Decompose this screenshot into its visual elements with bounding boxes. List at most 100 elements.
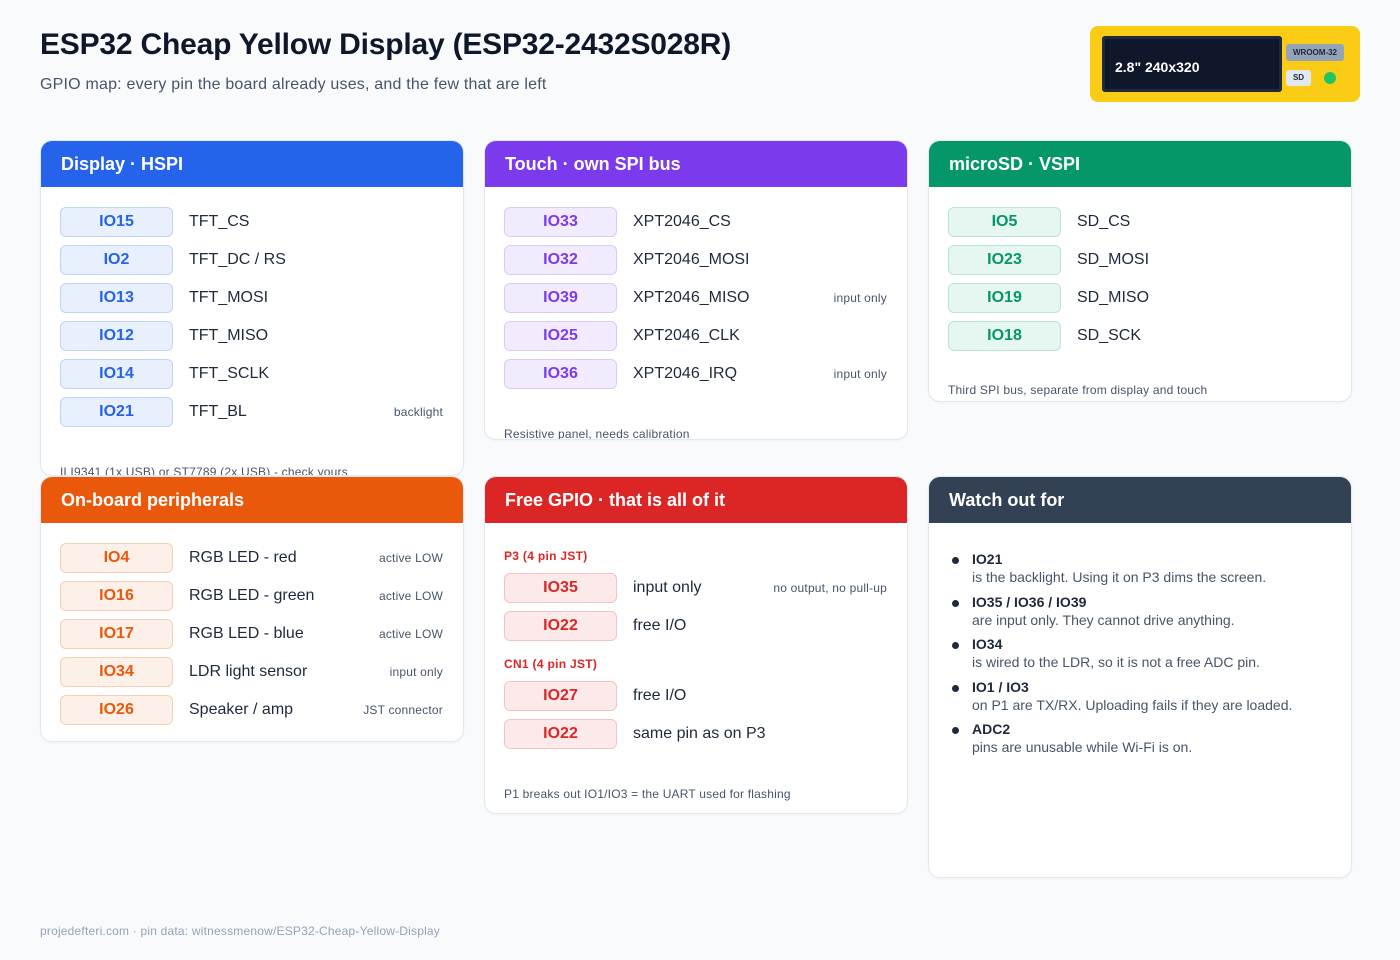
signal-name: LDR light sensor xyxy=(189,663,308,680)
pin-row: IO5 SD_CS xyxy=(948,203,1331,241)
pin-row: IO27 free I/O xyxy=(504,677,887,715)
warning-desc: is wired to the LDR, so it is not a free… xyxy=(972,654,1260,670)
list-item: IO21 is the backlight. Using it on P3 di… xyxy=(949,551,1331,588)
microsd-card-footer: Third SPI bus, separate from display and… xyxy=(948,383,1208,397)
signal-name: TFT_MOSI xyxy=(189,289,269,306)
pin-badge: IO22 xyxy=(504,611,617,641)
pin-note: backlight xyxy=(393,405,443,419)
signal-name: XPT2046_MOSI xyxy=(633,251,750,268)
microsd-card-title: microSD · VSPI xyxy=(929,141,1351,187)
free-gpio-card-footer: P1 breaks out IO1/IO3 = the UART used fo… xyxy=(504,787,791,801)
pin-note: active LOW xyxy=(378,627,443,641)
credits: projedefteri.com · pin data: witnessmeno… xyxy=(40,924,441,938)
pin-row: IO14 TFT_SCLK xyxy=(60,355,443,393)
pin-badge: IO13 xyxy=(60,283,173,313)
signal-name: TFT_MISO xyxy=(189,327,269,344)
signal-name: RGB LED - red xyxy=(189,549,297,566)
page-title: ESP32 Cheap Yellow Display (ESP32-2432S0… xyxy=(40,28,731,61)
pin-badge: IO5 xyxy=(948,207,1061,237)
pin-row: IO21 TFT_BL backlight xyxy=(60,393,443,431)
board-module-chip: WROOM-32 xyxy=(1286,44,1344,61)
pin-row: IO26 Speaker / amp JST connector xyxy=(60,691,443,729)
pin-row: IO12 TFT_MISO xyxy=(60,317,443,355)
connector-label-p3: P3 (4 pin JST) xyxy=(504,549,588,563)
warning-term: ADC2 xyxy=(972,721,1011,737)
display-card: Display · HSPI IO15 TFT_CS IO2 TFT_DC / RS… xyxy=(40,140,464,476)
watch-out-card: Watch out for IO21 is the backlight. Usi… xyxy=(928,476,1352,878)
free-gpio-card: Free GPIO · that is all of it P3 (4 pin … xyxy=(484,476,908,814)
page-header: ESP32 Cheap Yellow Display (ESP32-2432S0… xyxy=(40,28,731,94)
pin-badge: IO22 xyxy=(504,719,617,749)
pin-badge: IO16 xyxy=(60,581,173,611)
pin-row: IO22 free I/O xyxy=(504,607,887,645)
signal-name: SD_MISO xyxy=(1077,289,1150,306)
pin-row: IO32 XPT2046_MOSI xyxy=(504,241,887,279)
signal-name: same pin as on P3 xyxy=(633,725,766,742)
pin-badge: IO26 xyxy=(60,695,173,725)
touch-card-footer: Resistive panel, needs calibration xyxy=(504,427,690,440)
pin-row: IO23 SD_MOSI xyxy=(948,241,1331,279)
board-screen: 2.8" 240x320 xyxy=(1102,36,1282,92)
list-item: IO1 / IO3 on P1 are TX/RX. Uploading fai… xyxy=(949,679,1331,716)
signal-name: input only xyxy=(633,579,702,596)
free-gpio-card-title: Free GPIO · that is all of it xyxy=(485,477,907,523)
pin-row: IO17 RGB LED - blue active LOW xyxy=(60,615,443,653)
pin-badge: IO34 xyxy=(60,657,173,687)
pin-row: IO22 same pin as on P3 xyxy=(504,715,887,753)
pin-badge: IO32 xyxy=(504,245,617,275)
signal-name: TFT_DC / RS xyxy=(189,251,286,268)
warning-desc: is the backlight. Using it on P3 dims th… xyxy=(972,569,1267,585)
pin-note: JST connector xyxy=(363,703,443,717)
warning-term: IO21 xyxy=(972,551,1003,567)
pin-badge: IO39 xyxy=(504,283,617,313)
signal-name: TFT_SCLK xyxy=(189,365,270,382)
pin-badge: IO18 xyxy=(948,321,1061,351)
pin-badge: IO33 xyxy=(504,207,617,237)
warning-term: IO35 / IO36 / IO39 xyxy=(972,593,1087,610)
pin-note: input only xyxy=(389,665,443,679)
board-led-icon xyxy=(1324,72,1336,84)
pin-badge: IO2 xyxy=(60,245,173,275)
board-sd-slot: SD xyxy=(1286,70,1311,86)
pin-badge: IO27 xyxy=(504,681,617,711)
list-item: ADC2 pins are unusable while Wi-Fi is on… xyxy=(949,721,1331,758)
pin-badge: IO21 xyxy=(60,397,173,427)
signal-name: free I/O xyxy=(633,687,687,704)
list-item: IO34 is wired to the LDR, so it is not a… xyxy=(949,636,1331,673)
pin-badge: IO17 xyxy=(60,619,173,649)
watch-out-card-title: Watch out for xyxy=(929,477,1351,523)
signal-name: SD_CS xyxy=(1077,213,1131,230)
pin-note: input only xyxy=(833,367,887,381)
pin-row: IO39 XPT2046_MISO input only xyxy=(504,279,887,317)
pin-row: IO13 TFT_MOSI xyxy=(60,279,443,317)
signal-name: RGB LED - green xyxy=(189,587,315,604)
page-subtitle: GPIO map: every pin the board already us… xyxy=(40,76,547,93)
signal-name: TFT_CS xyxy=(189,213,250,230)
warning-term: IO1 / IO3 xyxy=(972,678,1029,695)
pin-row: IO34 LDR light sensor input only xyxy=(60,653,443,691)
peripherals-card: On-board peripherals IO4 RGB LED - red act… xyxy=(40,476,464,742)
pin-row: IO4 RGB LED - red active LOW xyxy=(60,539,443,577)
warning-desc: are input only. They cannot drive anythi… xyxy=(972,611,1235,628)
watch-out-list: IO21 is the backlight. Using it on P3 di… xyxy=(929,523,1351,758)
display-card-title: Display · HSPI xyxy=(41,141,463,187)
pin-badge: IO12 xyxy=(60,321,173,351)
pin-row: IO36 XPT2046_IRQ input only xyxy=(504,355,887,393)
signal-name: XPT2046_MISO xyxy=(633,289,750,306)
warning-desc: on P1 are TX/RX. Uploading fails if they… xyxy=(972,696,1293,713)
microsd-card: microSD · VSPI IO5 SD_CS IO23 SD_MOSI IO19… xyxy=(928,140,1352,402)
signal-name: RGB LED - blue xyxy=(189,625,304,642)
display-card-footer: ILI9341 (1x USB) or ST7789 (2x USB) - ch… xyxy=(60,465,348,476)
pin-note: active LOW xyxy=(378,589,443,603)
pin-row: IO18 SD_SCK xyxy=(948,317,1331,355)
pin-badge: IO35 xyxy=(504,573,617,603)
list-item: IO35 / IO36 / IO39 are input only. They … xyxy=(949,594,1331,631)
pin-badge: IO19 xyxy=(948,283,1061,313)
signal-name: XPT2046_CS xyxy=(633,213,731,230)
pin-badge: IO23 xyxy=(948,245,1061,275)
pin-note: no output, no pull-up xyxy=(773,581,887,595)
pin-note: active LOW xyxy=(378,551,443,565)
pin-row: IO33 XPT2046_CS xyxy=(504,203,887,241)
warning-term: IO34 xyxy=(972,636,1003,652)
signal-name: TFT_BL xyxy=(189,403,247,420)
